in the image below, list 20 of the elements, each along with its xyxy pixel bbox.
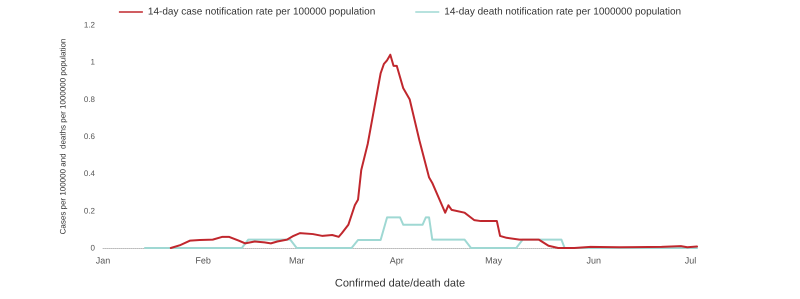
x-tick-label: Jun (586, 256, 601, 266)
y-tick-label: 0.6 (84, 132, 96, 141)
y-axis-title: Cases per 100000 and deaths per 1000000 population (58, 38, 68, 234)
x-tick-label: Apr (390, 256, 404, 266)
x-tick-label: Jan (96, 256, 110, 266)
y-tick-label: 1 (90, 58, 96, 67)
y-tick-label: 0.4 (84, 169, 96, 178)
x-axis-title: Confirmed date/death date (334, 278, 466, 290)
x-tick-label: May (485, 256, 503, 266)
y-tick-label: 1.2 (84, 20, 96, 30)
legend-label: 14-day case notification rate per 100000 population (148, 6, 376, 18)
x-tick-label: Mar (288, 256, 304, 266)
y-tick-label: 0.2 (84, 206, 96, 216)
line-series (144, 216, 698, 249)
y-tick-label: 0.8 (84, 94, 96, 104)
y-tick-label: 0 (90, 244, 96, 252)
legend-label: 14-day death notification rate per 1000000 population (444, 6, 682, 18)
x-tick-label: Jul (684, 256, 696, 266)
line-series (170, 54, 698, 249)
x-tick-label: Feb (195, 256, 211, 266)
